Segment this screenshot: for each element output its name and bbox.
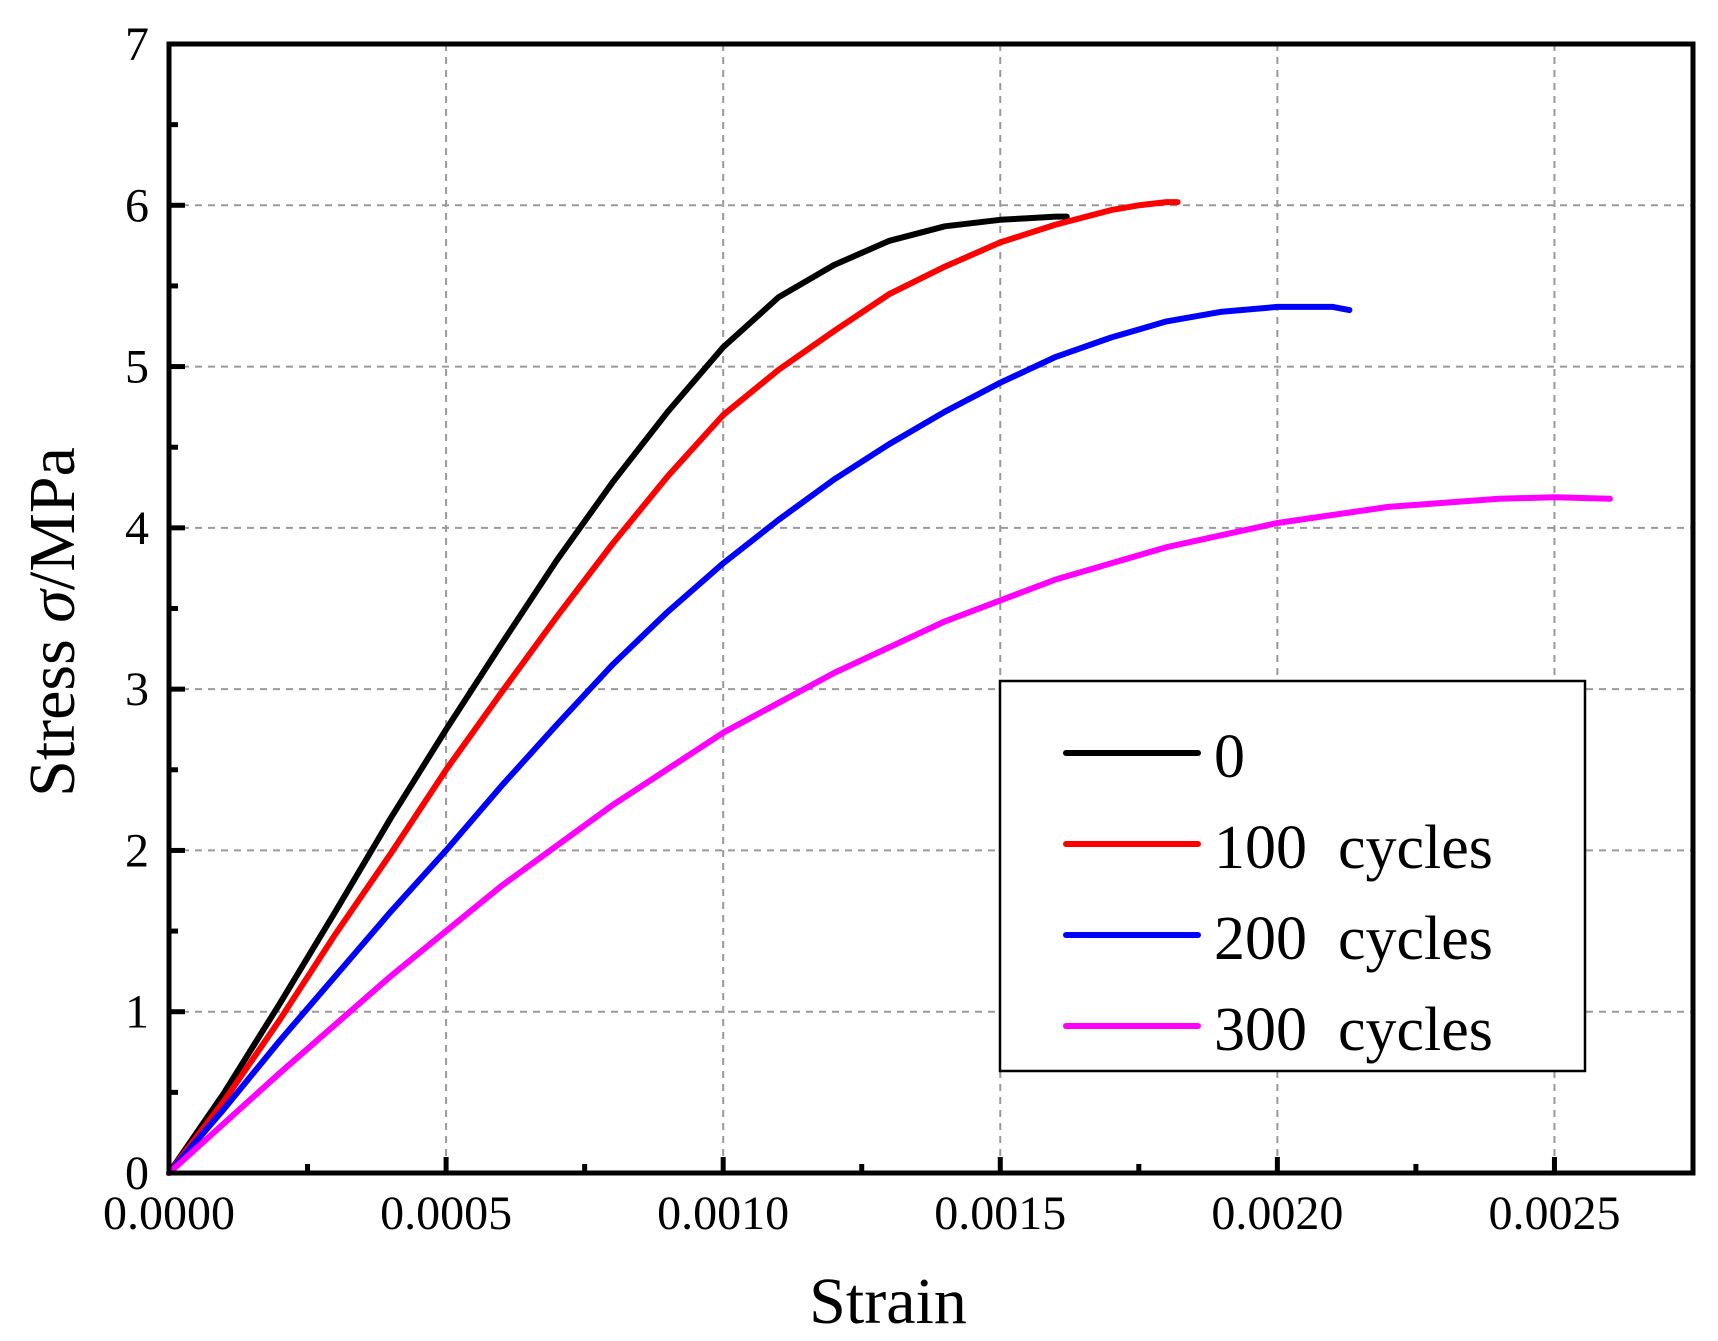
legend-box <box>998 679 1587 1073</box>
y-tick-label: 2 <box>125 824 149 877</box>
y-axis-title-symbol: σ <box>16 588 89 623</box>
axis-ticks <box>166 41 1557 1176</box>
y-tick-label: 6 <box>125 179 149 232</box>
x-tick-label: 0.0020 <box>1211 1187 1343 1240</box>
series-line <box>166 213 1070 1176</box>
grid <box>169 44 1693 1173</box>
y-tick-labels: 0 1 2 3 4 5 6 7 <box>125 18 149 1200</box>
y-tick-label: 5 <box>125 341 149 394</box>
y-tick-label: 0 <box>125 1147 149 1200</box>
x-tick-label: 0.0005 <box>380 1187 512 1240</box>
y-tick-label: 7 <box>125 18 149 71</box>
y-tick-label: 3 <box>125 663 149 716</box>
y-tick-label: 1 <box>125 986 149 1039</box>
y-axis-title-suffix: /MPa <box>16 447 89 590</box>
x-axis-title: Strain <box>809 1265 967 1338</box>
legend-label: 300 cycles <box>1214 996 1493 1064</box>
x-tick-label: 0.0010 <box>657 1187 789 1240</box>
y-tick-label: 4 <box>125 502 149 555</box>
series-line <box>166 494 1613 1176</box>
legend-label: 0 <box>1214 723 1245 791</box>
legend-label: 100 cycles <box>1214 814 1493 882</box>
legend-items: 0 100 cycles 200 cycles 300 cycles <box>1063 723 1493 1064</box>
legend: 0 100 cycles 200 cycles 300 cycles <box>998 679 1587 1073</box>
legend-label: 200 cycles <box>1214 905 1493 973</box>
series-line <box>166 199 1181 1176</box>
y-axis-title-prefix: Stress <box>16 623 89 797</box>
x-tick-labels: 0.0000 0.0005 0.0010 0.0015 0.0020 0.0025 <box>103 1187 1620 1240</box>
x-tick-label: 0.0025 <box>1488 1187 1620 1240</box>
x-tick-label: 0.0000 <box>103 1187 235 1240</box>
x-tick-label: 0.0015 <box>934 1187 1066 1240</box>
y-axis-title: Stress σ/MPa <box>16 447 89 797</box>
series-lines <box>166 199 1613 1176</box>
series-line <box>166 303 1353 1176</box>
